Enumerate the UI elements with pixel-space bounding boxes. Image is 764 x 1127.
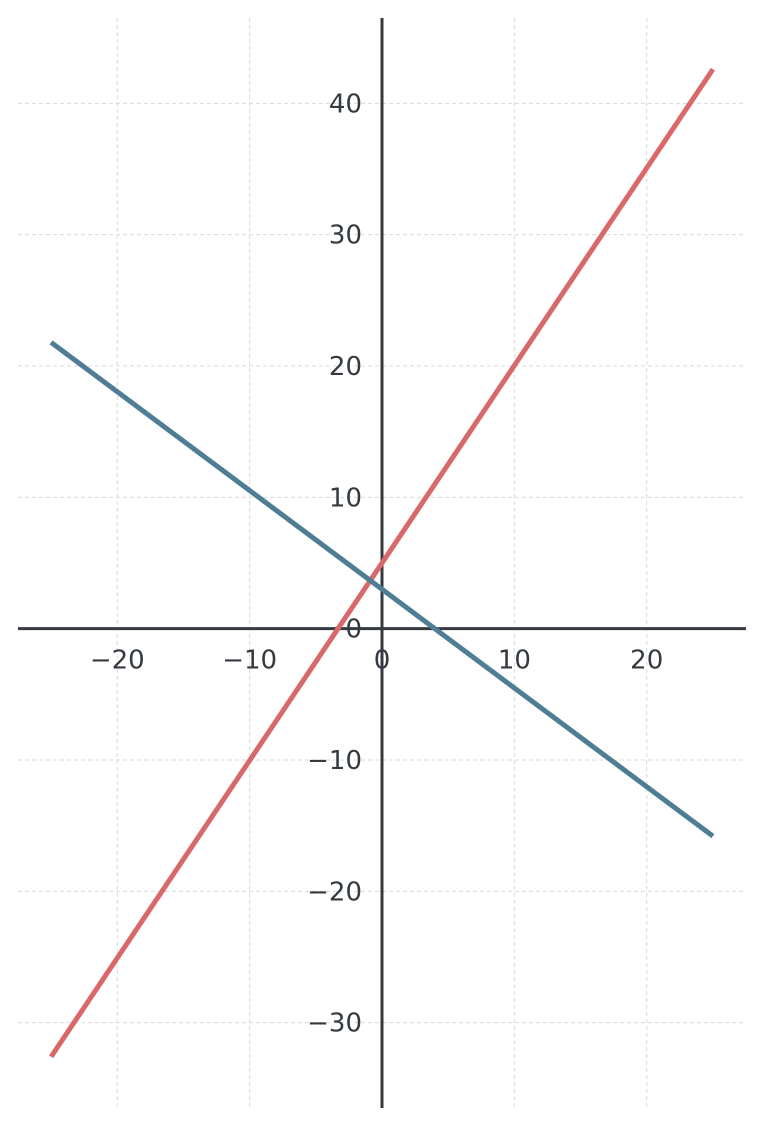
- y-tick-label: 10: [329, 483, 362, 513]
- y-tick-label: 20: [329, 352, 362, 382]
- y-tick-label: −30: [307, 1009, 362, 1039]
- x-tick-label: −20: [90, 646, 145, 676]
- x-tick-label: 10: [498, 646, 531, 676]
- y-tick-label: 40: [329, 89, 362, 119]
- y-tick-label: −20: [307, 877, 362, 907]
- x-tick-label: 20: [630, 646, 663, 676]
- series-line-2: [49, 340, 715, 839]
- x-tick-label: −10: [222, 646, 277, 676]
- tick-labels: −20 −10 0 10 20 −30 −20 −10 0 10 20 30 40: [90, 89, 663, 1038]
- y-tick-label: 30: [329, 221, 362, 251]
- series-line-1: [49, 67, 715, 1059]
- y-tick-label: 0: [345, 615, 362, 645]
- x-tick-label: 0: [374, 646, 391, 676]
- series-group: [49, 67, 715, 1059]
- y-tick-label: −10: [307, 746, 362, 776]
